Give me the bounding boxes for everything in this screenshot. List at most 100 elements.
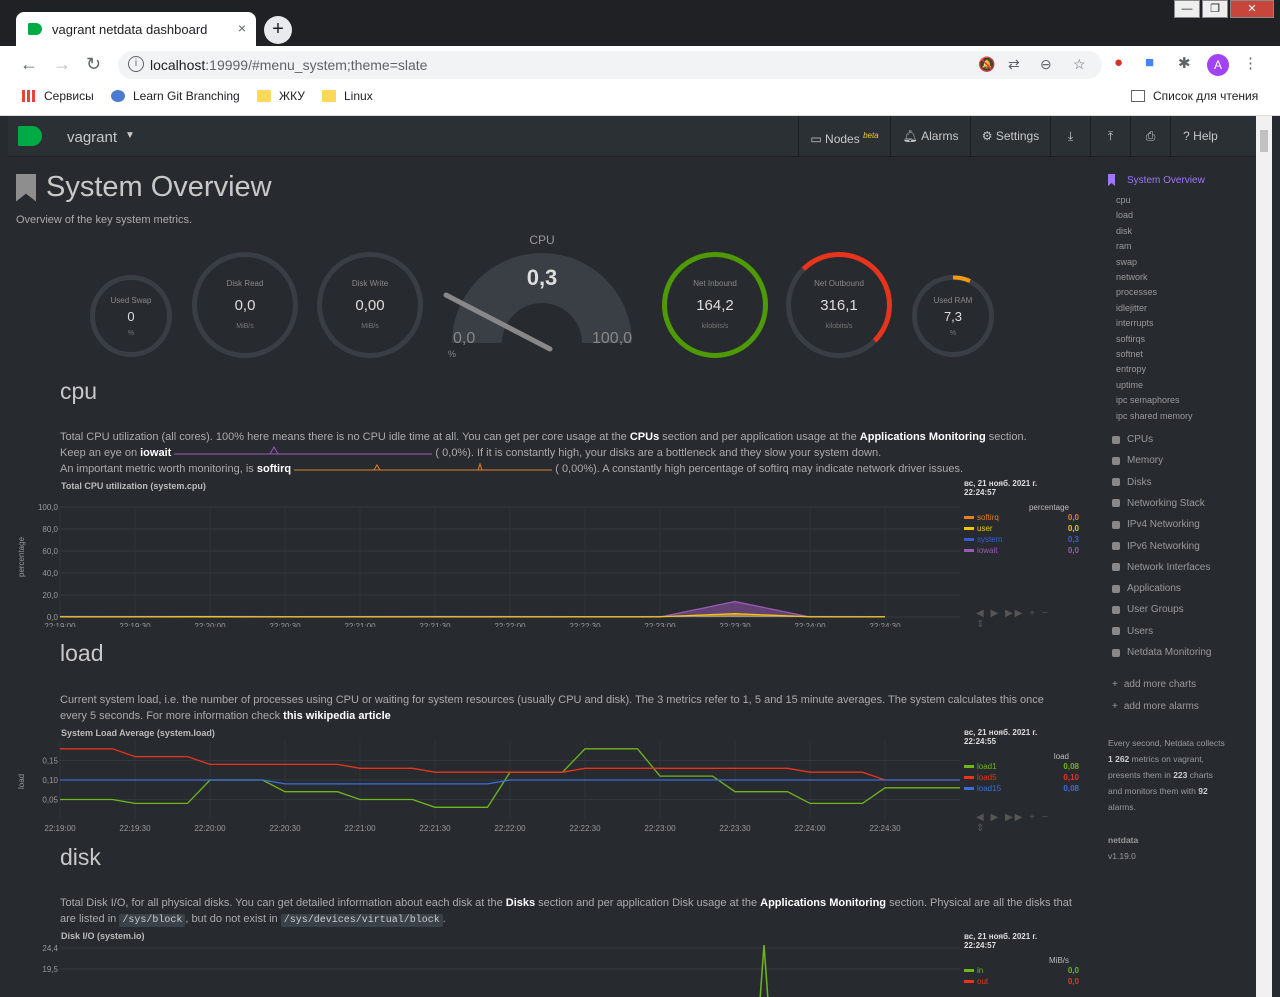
bookmark-git[interactable]: Learn Git Branching [111, 89, 240, 103]
netdata-logo-icon[interactable] [18, 126, 42, 146]
add-alarms-link[interactable]: + add more alarms [1112, 701, 1199, 712]
alarms-button[interactable]: 🔔︎ Alarms [890, 116, 970, 156]
sidebar-menu-disks[interactable]: Disks [1112, 477, 1151, 488]
legend-row-user[interactable]: user 0,0 [964, 523, 1079, 534]
zoom-icon[interactable]: ⊖ [1040, 56, 1052, 72]
reload-icon[interactable]: ↻ [86, 54, 102, 74]
cpu-chart[interactable]: 100,0 80,0 60,0 40,0 20,0 0,0 22:19:00 22:19:30… [8, 487, 1088, 631]
sidebar-active-section[interactable]: System Overview [1108, 174, 1205, 186]
translate-extension-icon[interactable]: ■ [1145, 54, 1155, 71]
reading-list[interactable]: Список для чтения [1131, 89, 1258, 103]
browser-menu-icon[interactable]: ⋮ [1243, 55, 1258, 72]
legend-row-load15[interactable]: load15 0,08 [964, 783, 1079, 794]
legend-row-system[interactable]: system 0,3 [964, 534, 1079, 545]
legend-row-softirq[interactable]: softirq 0,0 [964, 512, 1079, 523]
sidebar-item-processes[interactable]: processes [1116, 287, 1158, 298]
new-tab-button[interactable]: + [264, 16, 292, 44]
bookmark-star-icon[interactable]: ☆ [1073, 56, 1086, 72]
net-inbound-gauge[interactable]: Net Inbound 164,2 kilobits/s [662, 252, 768, 358]
forward-arrow-icon[interactable]: → [53, 54, 71, 74]
settings-button[interactable]: ⚙ Settings [970, 116, 1050, 156]
disk-read-gauge[interactable]: Disk Read 0,0 MiB/s [192, 252, 298, 358]
sidebar-item-softnet[interactable]: softnet [1116, 349, 1144, 359]
browser-tab[interactable]: vagrant netdata dashboard × [16, 12, 256, 46]
bookmark-linux[interactable]: Linux [322, 89, 373, 103]
legend-row-load1[interactable]: load1 0,08 [964, 761, 1079, 772]
apps-link[interactable]: Applications Monitoring [760, 897, 887, 909]
extensions-puzzle-icon[interactable]: ✱ [1178, 55, 1191, 72]
sidebar-item-disk[interactable]: disk [1116, 225, 1133, 236]
bookmark-zhku[interactable]: ЖКУ [257, 89, 305, 103]
chart-controls[interactable]: ◀ ▶ ▶▶ + − ⇕ [976, 608, 1079, 630]
sidebar-item-softirqs[interactable]: softirqs [1116, 333, 1146, 344]
sidebar-item-ipc-semaphores[interactable]: ipc semaphores [1116, 395, 1180, 406]
translate-icon[interactable]: ⇄ [1008, 56, 1020, 72]
tab-close-icon[interactable]: × [237, 20, 246, 36]
legend-swatch [964, 969, 974, 972]
address-bar[interactable]: i localhost:19999/#menu_system;theme=sla… [118, 51, 1102, 79]
legend-row-out[interactable]: out 0,0 [964, 976, 1079, 987]
disk-write-gauge[interactable]: Disk Write 0,00 MiB/s [317, 252, 423, 358]
sidebar-menu-applications[interactable]: Applications [1112, 583, 1181, 594]
host-selector[interactable]: vagrant [67, 129, 118, 146]
sidebar-item-entropy[interactable]: entropy [1116, 364, 1147, 375]
close-window-button[interactable]: ✕ [1230, 0, 1274, 18]
disks-link[interactable]: Disks [505, 897, 536, 909]
profile-avatar[interactable]: A [1207, 54, 1229, 76]
net-outbound-gauge[interactable]: Net Outbound 316,1 kilobits/s [786, 252, 892, 358]
help-button[interactable]: ? Help [1170, 116, 1230, 156]
notifications-blocked-icon[interactable]: 🔕 [978, 56, 996, 72]
apps-link[interactable]: Applications Monitoring [859, 431, 986, 443]
page-subtitle: Overview of the key system metrics. [16, 214, 193, 226]
sidebar-menu-ipv6-networking[interactable]: IPv6 Networking [1112, 541, 1200, 552]
back-arrow-icon[interactable]: ← [20, 54, 38, 74]
sidebar-item-network[interactable]: network [1116, 272, 1148, 282]
minimize-button[interactable]: — [1174, 0, 1200, 18]
sidebar-menu-users[interactable]: Users [1112, 626, 1153, 637]
sidebar-item-uptime[interactable]: uptime [1116, 379, 1144, 390]
sidebar-item-idlejitter[interactable]: idlejitter [1116, 302, 1148, 313]
legend-row-iowait[interactable]: iowait 0,0 [964, 545, 1079, 556]
sidebar-item-ipc-shared-memory[interactable]: ipc shared memory [1116, 410, 1193, 421]
print-button[interactable]: ⎙ [1130, 116, 1170, 156]
sidebar-menu-ipv4-networking[interactable]: IPv4 Networking [1112, 519, 1200, 530]
chart-controls[interactable]: ◀ ▶ ▶▶ + − ⇕ [976, 812, 1079, 834]
cpus-link[interactable]: CPUs [629, 431, 660, 443]
legend-row-load5[interactable]: load5 0,10 [964, 772, 1079, 783]
sidebar-menu-networking-stack[interactable]: Networking Stack [1112, 498, 1205, 509]
wikipedia-link[interactable]: this wikipedia article [283, 710, 391, 722]
legend-row-in[interactable]: in 0,0 [964, 965, 1079, 976]
add-charts-link[interactable]: + add more charts [1112, 679, 1196, 690]
sidebar-item-load[interactable]: load [1116, 210, 1134, 221]
sidebar-item-cpu[interactable]: cpu [1116, 195, 1131, 205]
legend-name: load5 [977, 773, 997, 782]
caret-down-icon[interactable]: ▼ [125, 130, 135, 141]
sidebar-menu-user-groups[interactable]: User Groups [1112, 604, 1184, 615]
sidebar-item-interrupts[interactable]: interrupts [1116, 318, 1154, 329]
menu-label: IPv6 Networking [1127, 540, 1200, 552]
maximize-button[interactable]: ❐ [1202, 0, 1228, 18]
load-chart[interactable]: 0,15 0,10 0,05 22:19:00 22:19:30 22:20:00 22:2… [8, 735, 1088, 835]
sidebar-menu-cpus[interactable]: CPUs [1112, 434, 1153, 445]
used-ram-gauge[interactable]: Used RAM 7,3 % [912, 275, 994, 357]
site-info-icon[interactable]: i [128, 56, 144, 72]
cpu-gauge[interactable]: CPU 0,3 0,0 % 100,0 [432, 233, 652, 363]
sidebar-menu-netdata-monitoring[interactable]: Netdata Monitoring [1112, 647, 1212, 658]
legend-time: 22:24:57 [964, 941, 997, 950]
download-button[interactable]: ⤓ [1050, 116, 1090, 156]
sidebar-menu-memory[interactable]: Memory [1112, 455, 1163, 466]
sidebar-menu-network-interfaces[interactable]: Network Interfaces [1112, 562, 1210, 573]
page-scrollbar[interactable] [1256, 116, 1272, 997]
used-swap-gauge[interactable]: Used Swap 0 % [90, 275, 172, 357]
sidebar-item-swap[interactable]: swap [1116, 256, 1138, 267]
nodes-button[interactable]: ▭ Nodes beta [798, 116, 890, 156]
bookmarks-bar: Сервисы Learn Git Branching ЖКУ Linux Сп… [0, 84, 1280, 116]
upload-button[interactable]: ⤒ [1090, 116, 1130, 156]
sidebar-item-ram[interactable]: ram [1116, 241, 1132, 252]
extension-icon[interactable]: ● [1114, 54, 1124, 71]
url-text[interactable]: localhost:19999/#menu_system;theme=slate [150, 57, 427, 73]
scroll-thumb[interactable] [1260, 130, 1268, 152]
desc-text: section and per application Disk usage a… [535, 897, 761, 909]
bookmark-services[interactable]: Сервисы [22, 89, 94, 103]
disk-chart[interactable] [60, 940, 960, 997]
